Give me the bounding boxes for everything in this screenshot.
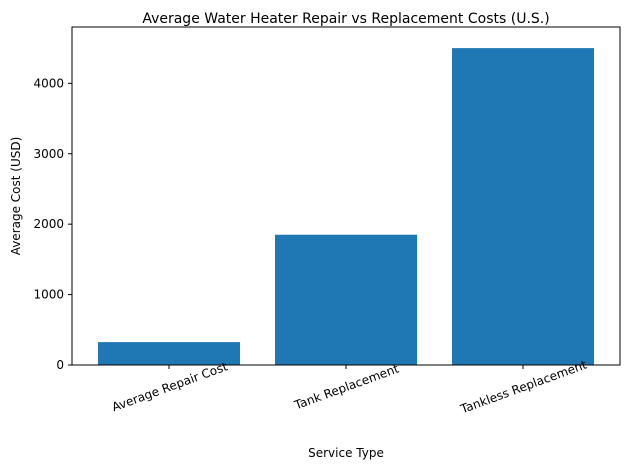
bar: [452, 48, 594, 365]
x-tick-label: Tank Replacement: [292, 361, 401, 412]
bar: [275, 234, 417, 365]
x-axis-label: Service Type: [308, 446, 384, 460]
y-tick-label: 2000: [33, 217, 64, 231]
y-tick-label: 3000: [33, 147, 64, 161]
y-tick-label: 0: [56, 358, 64, 372]
chart-title: Average Water Heater Repair vs Replaceme…: [142, 11, 549, 27]
y-axis-label: Average Cost (USD): [9, 137, 23, 256]
plot-frame: [71, 26, 621, 366]
x-tick-label: Average Repair Cost: [110, 359, 230, 414]
y-tick-label: 1000: [33, 288, 64, 302]
y-tick-label: 4000: [33, 76, 64, 90]
bar: [98, 342, 240, 365]
